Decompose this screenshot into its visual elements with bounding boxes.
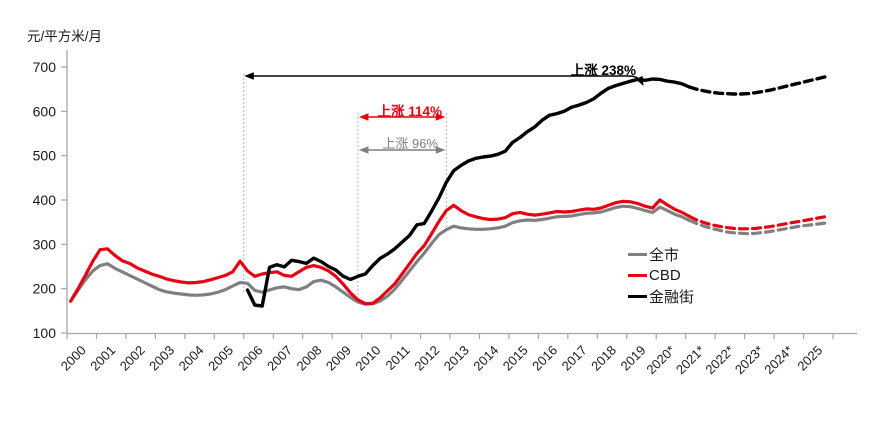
annotation-rise-96: 上涨 96% (382, 136, 438, 151)
legend-label: CBD (649, 267, 681, 284)
x-tick-label: 2007 (264, 343, 295, 374)
x-tick-label: 2024* (761, 343, 796, 378)
series-line-CBD-forecast (687, 214, 831, 231)
arrow-114-right-head (435, 113, 446, 121)
x-tick-label: 2023* (732, 343, 767, 378)
series-line-金融街 (245, 77, 692, 308)
x-tick-label: 2009 (323, 343, 354, 374)
y-tick-label: 400 (33, 192, 57, 208)
y-tick-label: 700 (33, 59, 57, 75)
x-tick-label: 2013 (441, 343, 472, 374)
x-tick-label: 2002 (117, 343, 148, 374)
x-tick-label: 2025 (794, 343, 825, 374)
y-tick-label: 300 (33, 236, 57, 252)
series-line-金融街-forecast (687, 74, 831, 96)
x-tick-label: 2021* (673, 343, 708, 378)
x-tick-label: 2005 (205, 343, 236, 374)
series-line-CBD (69, 198, 691, 306)
x-tick-label: 2012 (411, 343, 442, 374)
y-tick-label: 600 (33, 103, 57, 119)
x-tick-label: 2011 (383, 343, 413, 373)
legend-swatch-red-line (628, 274, 647, 277)
series-line-全市-forecast (687, 218, 831, 236)
x-tick-label: 2019 (618, 343, 649, 374)
y-tick-label: 200 (33, 281, 57, 297)
x-tick-label: 2014 (470, 343, 501, 374)
x-tick-label: 2018 (588, 343, 619, 374)
arrow-96-right-head (435, 146, 446, 154)
x-tick-label: 2016 (529, 343, 560, 374)
x-tick-label: 2010 (352, 343, 383, 374)
arrow-238-left-head (244, 72, 254, 80)
legend-label: 金融街 (649, 289, 695, 306)
legend: 全市 CBD 金融街 (628, 244, 694, 307)
x-tick-label: 2017 (559, 343, 590, 374)
x-tick-label: 2000 (58, 343, 89, 374)
legend-swatch-gray-line (628, 253, 647, 256)
arrow-238-right-head (635, 75, 644, 86)
arrow-114-left-head (358, 113, 369, 121)
y-tick-label: 500 (33, 148, 57, 164)
arrow-96-left-head (358, 146, 369, 154)
legend-item-quanshi: 全市 (628, 244, 694, 265)
x-tick-label: 2006 (235, 343, 266, 374)
x-tick-label: 2004 (176, 343, 207, 374)
y-tick-label: 100 (33, 325, 57, 341)
annotation-rise-114: 上涨 114% (377, 104, 442, 119)
annotation-rise-238: 上涨 238% (570, 63, 636, 78)
x-tick-label: 2020* (643, 343, 678, 378)
x-tick-label: 2022* (702, 343, 737, 378)
x-tick-label: 2015 (500, 343, 531, 374)
legend-item-jinrongjie: 金融街 (628, 286, 694, 307)
legend-item-cbd: CBD (628, 265, 694, 286)
x-tick-label: 2001 (87, 343, 118, 374)
y-axis-title: 元/平方米/月 (27, 29, 103, 44)
x-tick-label: 2008 (293, 343, 324, 374)
series-line-全市 (69, 204, 691, 306)
legend-label: 全市 (649, 247, 680, 264)
x-tick-label: 2003 (146, 343, 177, 374)
legend-swatch-black-line (628, 295, 647, 298)
